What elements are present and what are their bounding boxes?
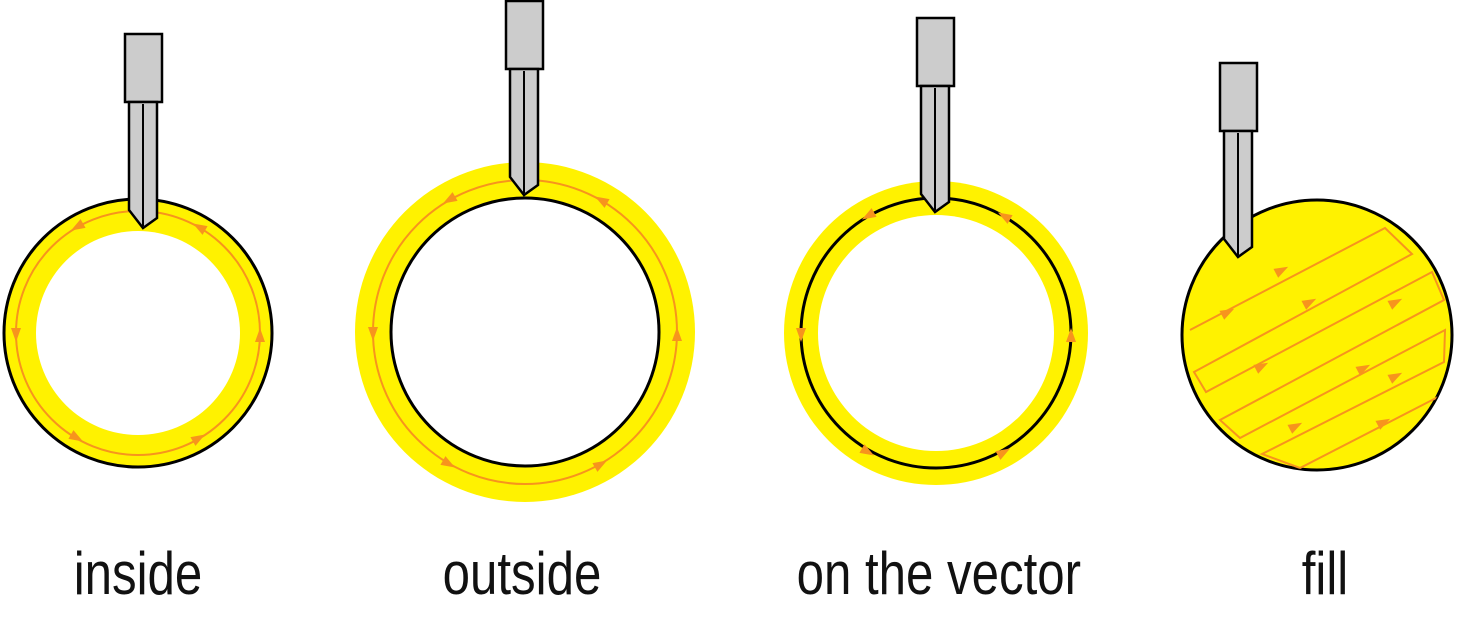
label-outside: outside: [442, 540, 602, 607]
fill-direction-arrows: [1219, 266, 1403, 434]
on-vector-router-bit: [915, 16, 956, 214]
label-fill: fill: [1301, 540, 1349, 607]
fill-raster-toolpath: [1189, 226, 1447, 470]
label-inside: inside: [73, 540, 203, 607]
panel-fill: [1180, 61, 1454, 472]
inside-direction-arrows: [11, 219, 265, 446]
outside-router-bit: [504, 0, 545, 197]
panel-inside: [2, 32, 274, 469]
outside-vector: [389, 196, 661, 468]
on-vector-material-hole: [818, 215, 1054, 451]
panel-on-the-vector: [784, 16, 1088, 485]
label-on-the-vector: on the vector: [796, 540, 1082, 607]
fill-router-bit: [1218, 61, 1259, 259]
fill-cut-area: [1180, 198, 1454, 472]
outside-direction-arrows: [368, 192, 682, 472]
panel-outside: [355, 0, 695, 502]
on-vector-direction-arrows: [796, 208, 1076, 460]
inside-router-bit: [123, 32, 164, 230]
inside-material-hole: [36, 231, 240, 435]
